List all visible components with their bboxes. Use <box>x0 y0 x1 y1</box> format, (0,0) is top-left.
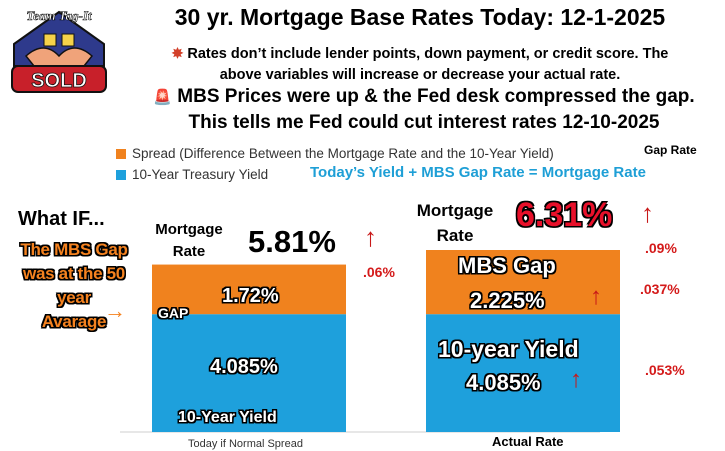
left-mortgage-label: Mortgage Rate <box>154 219 224 263</box>
mbs-gap-line-3: year <box>57 288 91 307</box>
logo-top-text: Team Tag-It <box>26 8 92 23</box>
right-arrow-icon: → <box>104 298 126 323</box>
left-yield-label: 4.085% <box>210 356 278 378</box>
left-mortgage-label-2: Rate <box>172 243 206 260</box>
left-category-label: Today if Normal Spread <box>188 438 303 450</box>
mbs-note-line-1: MBS Prices were up & the Fed desk compre… <box>177 86 695 107</box>
left-total-change: .06% <box>363 264 395 280</box>
left-total-label: 5.81% <box>248 224 336 259</box>
left-total-up-arrow-icon: ↑ <box>364 222 377 252</box>
right-total-label: 6.31% <box>516 196 613 234</box>
legend-swatch-spread <box>116 148 126 159</box>
right-spread-change: .037% <box>640 281 680 297</box>
right-yield-title: 10-year Yield <box>438 336 579 362</box>
left-mortgage-label-1: Mortgage <box>155 221 223 238</box>
legend-label-treasury: 10-Year Treasury Yield <box>132 167 269 182</box>
mbs-note: 🚨 MBS Prices were up & the Fed desk comp… <box>128 84 720 135</box>
left-gap-tag: GAP <box>158 305 189 321</box>
legend-item-treasury: 10-Year Treasury Yield <box>116 167 268 182</box>
legend-label-spread: Spread (Difference Between the Mortgage … <box>132 146 554 161</box>
page-title: 30 yr. Mortgage Base Rates Today: 12-1-2… <box>174 4 666 30</box>
bar-spread-right <box>426 250 620 315</box>
disclaimer-line-1: Rates don’t include lender points, down … <box>187 46 669 62</box>
left-spread-label: 1.72% <box>222 285 279 307</box>
mbs-note-line-2: This tells me Fed could cut interest rat… <box>188 112 660 133</box>
mbs-gap-what-if-text: The MBS Gap was at the 50 year Avarage <box>4 238 144 334</box>
bar-treasury-left <box>152 314 346 432</box>
right-mortgage-label: Mortgage Rate <box>408 198 502 248</box>
mbs-gap-line-2: was at the 50 <box>23 264 125 283</box>
right-mortgage-label-1: Mortgage <box>416 201 494 220</box>
right-yield-change: .053% <box>645 362 685 378</box>
left-bottom-label: 10-Year Yield <box>178 409 277 426</box>
right-yield-label: 4.085% <box>466 370 541 395</box>
formula-text: Today’s Yield + MBS Gap Rate = Mortgage … <box>310 164 646 181</box>
right-mortgage-label-2: Rate <box>436 226 474 245</box>
bar-treasury-right <box>426 314 620 432</box>
team-tag-it-sold-logo: SOLD Team Tag-It <box>11 8 107 93</box>
right-spread-label: 2.225% <box>470 288 545 313</box>
disclaimer-line-2: above variables will increase or decreas… <box>219 67 621 83</box>
bars-group <box>152 250 620 432</box>
right-spread-up-arrow-icon: ↑ <box>590 283 602 310</box>
mbs-gap-line-1: The MBS Gap <box>20 240 128 259</box>
burst-icon: ✸ <box>171 45 184 61</box>
gap-rate-header: Gap Rate <box>644 143 697 157</box>
mbs-gap-line-4: Avarage <box>41 312 107 331</box>
logo-badge-text: SOLD <box>31 70 87 92</box>
disclaimer-note: ✸ Rates don’t include lender points, dow… <box>130 43 710 86</box>
right-yield-up-arrow-icon: ↑ <box>570 366 582 393</box>
siren-icon: 🚨 <box>153 89 172 106</box>
right-category-label: Actual Rate <box>492 434 564 449</box>
right-total-up-arrow-icon: ↑ <box>641 198 654 228</box>
bar-spread-left <box>152 264 346 315</box>
right-total-change: .09% <box>645 240 677 256</box>
legend-swatch-treasury <box>116 169 126 180</box>
what-if-label: What IF... <box>18 208 105 230</box>
right-spread-title: MBS Gap <box>458 253 556 278</box>
legend-item-spread: Spread (Difference Between the Mortgage … <box>116 146 554 161</box>
